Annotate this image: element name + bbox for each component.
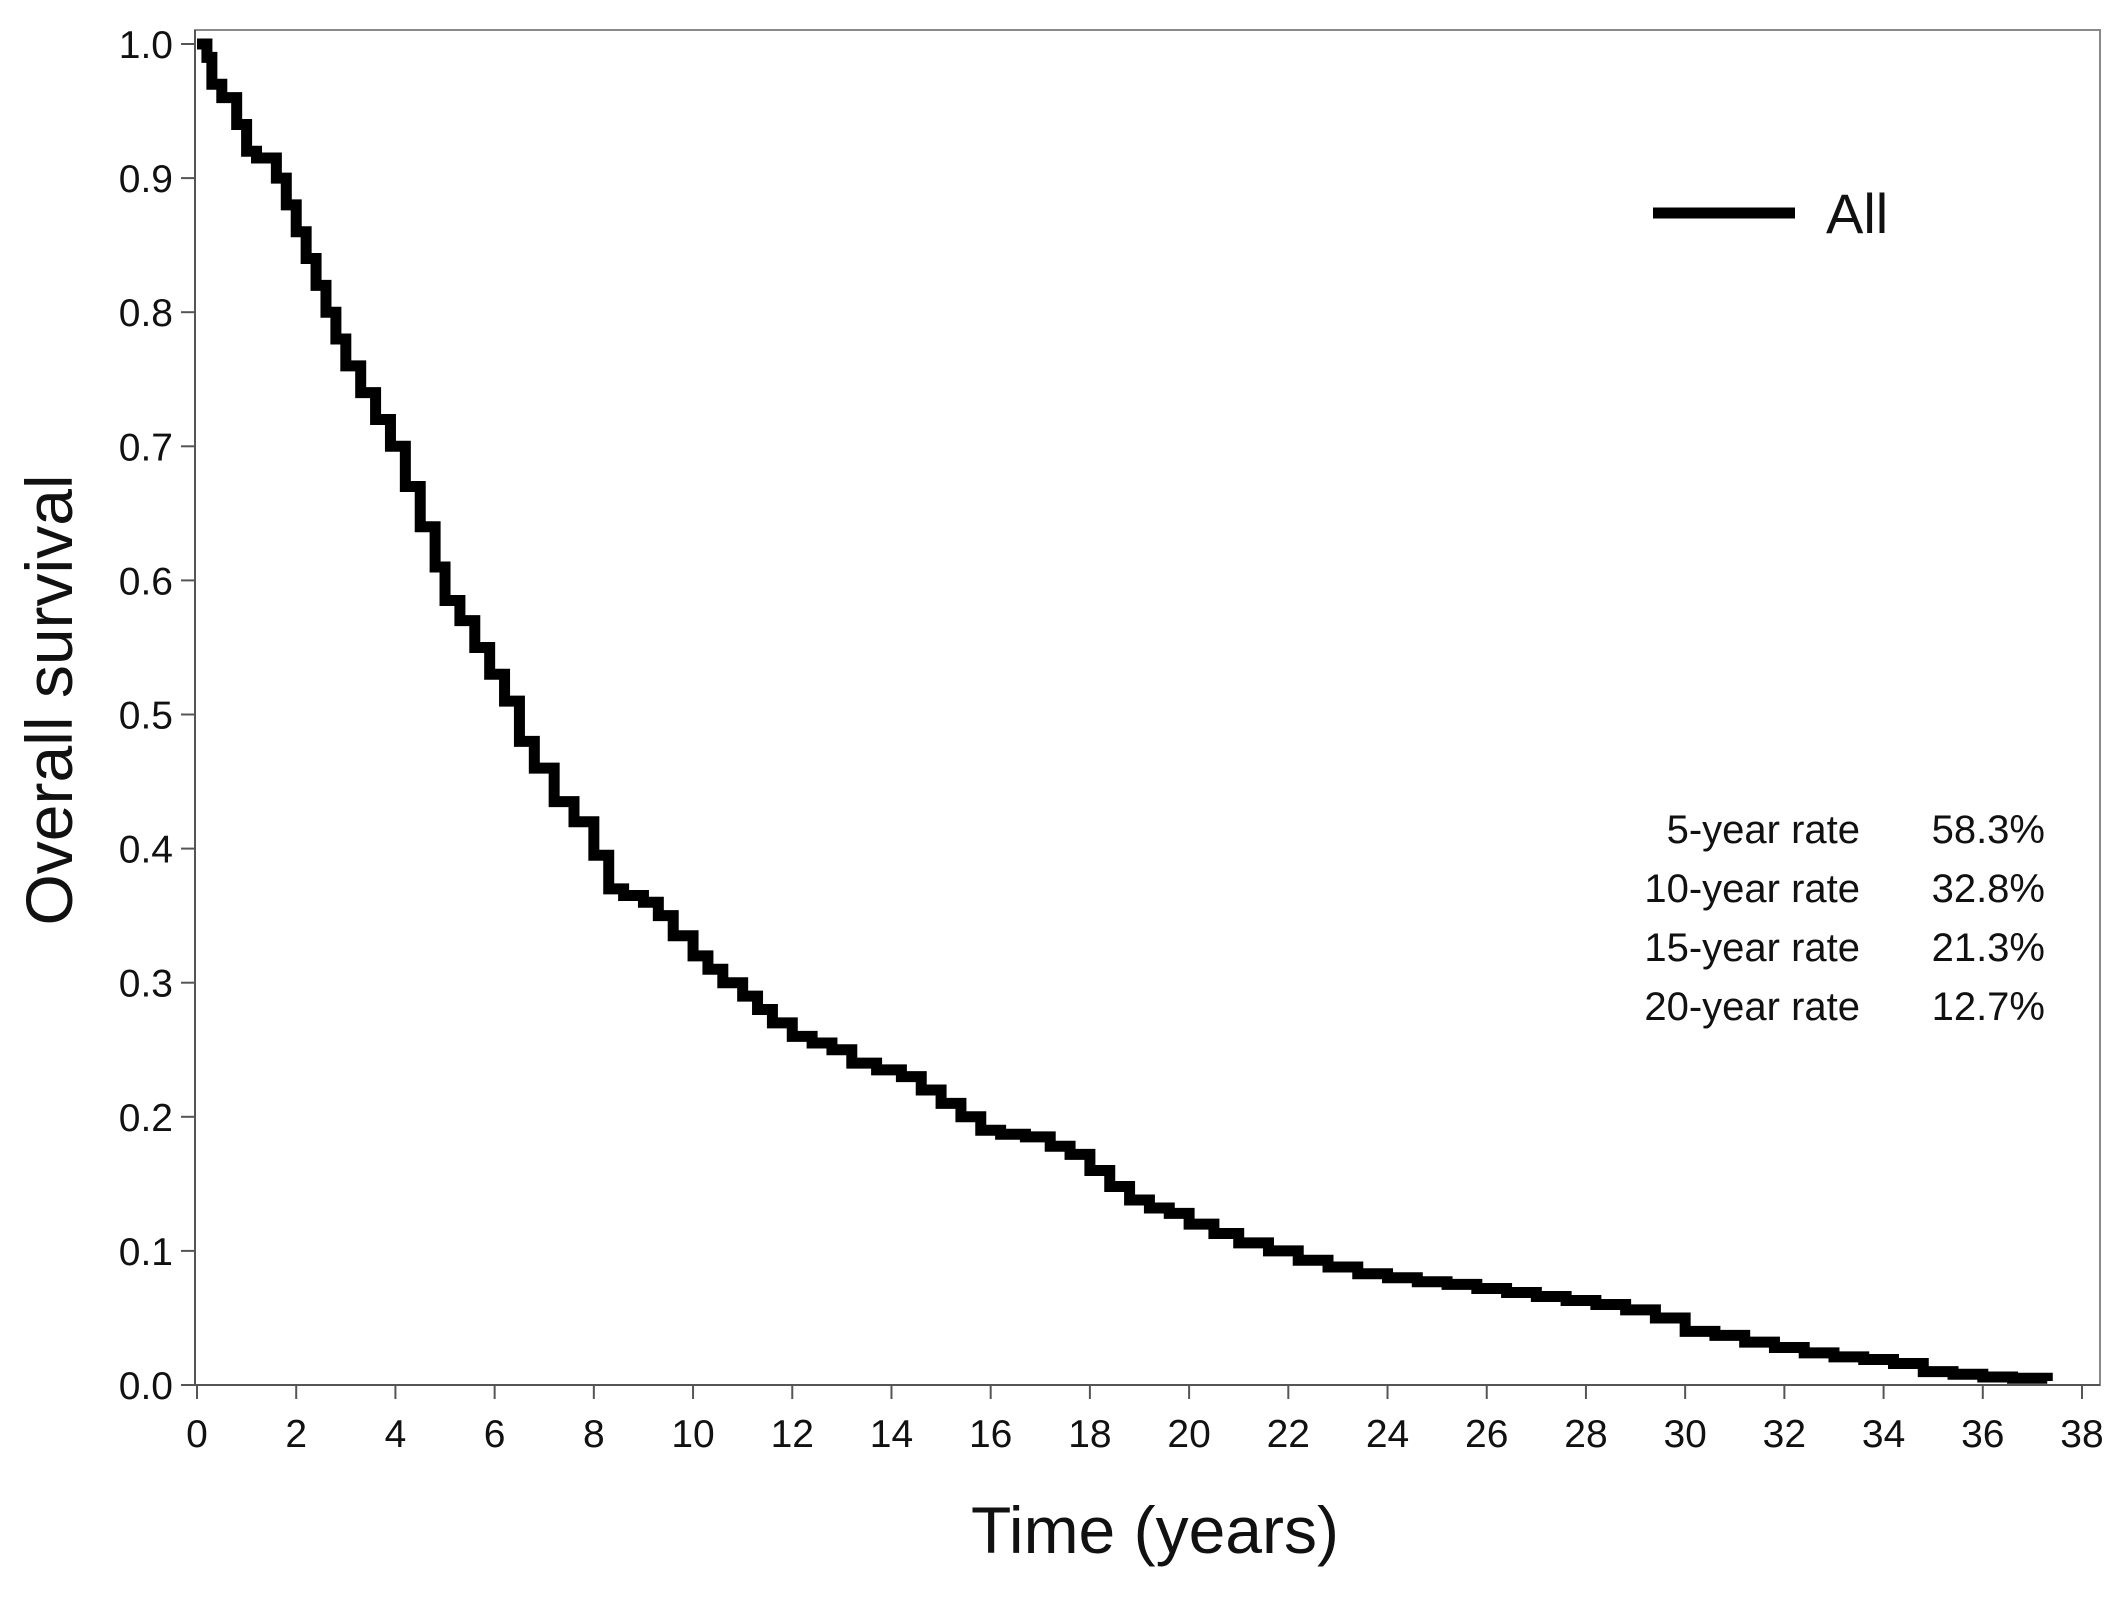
rate-value: 58.3% [1932,808,2045,852]
x-tick-label: 24 [1366,1413,1409,1456]
y-tick-label: 0.5 [119,695,173,738]
rate-value: 21.3% [1932,926,2045,970]
y-tick-label: 1.0 [119,24,173,67]
y-tick-label: 0.1 [119,1231,173,1274]
x-tick-label: 20 [1167,1413,1210,1456]
rate-value: 32.8% [1932,867,2045,911]
x-tick-label: 28 [1564,1413,1607,1456]
x-tick-label: 30 [1663,1413,1706,1456]
x-tick-label: 8 [583,1413,605,1456]
legend-label: All [1826,182,1888,245]
y-axis: 0.0 0.1 0.2 0.3 0.4 0.5 0.6 0.7 0.8 0.9 1.0 [119,24,196,1408]
rate-annotations: 5-year rate 58.3% 10-year rate 32.8% 15-year… [1644,808,2045,1029]
rate-label: 15-year rate [1644,926,1860,970]
series-layer [197,38,2053,1384]
x-tick-label: 4 [385,1413,407,1456]
x-tick-label: 26 [1465,1413,1508,1456]
x-tick-label: 32 [1763,1413,1806,1456]
y-tick-label: 0.3 [119,963,173,1006]
legend: All [1653,182,1888,245]
rate-label: 5-year rate [1667,808,1860,852]
x-axis-title: Time (years) [971,1493,1339,1567]
rate-label: 20-year rate [1644,985,1860,1029]
survival-curve-all [197,38,2053,1384]
y-tick-label: 0.9 [119,158,173,201]
x-tick-label: 0 [186,1413,208,1456]
y-tick-label: 0.8 [119,292,173,335]
x-tick-label: 16 [969,1413,1012,1456]
x-tick-label: 14 [870,1413,913,1456]
y-tick-label: 0.7 [119,426,173,469]
rate-label: 10-year rate [1644,867,1860,911]
y-axis-title: Overall survival [12,474,86,925]
x-tick-label: 2 [285,1413,307,1456]
x-tick-label: 38 [2060,1413,2103,1456]
x-tick-label: 22 [1267,1413,1310,1456]
y-tick-label: 0.0 [119,1365,173,1408]
x-tick-label: 10 [671,1413,714,1456]
x-tick-label: 12 [771,1413,814,1456]
x-tick-label: 6 [484,1413,506,1456]
x-tick-label: 36 [1961,1413,2004,1456]
x-tick-label: 34 [1862,1413,1905,1456]
x-tick-label: 18 [1068,1413,1111,1456]
rate-value: 12.7% [1932,985,2045,1029]
y-tick-label: 0.2 [119,1097,173,1140]
y-tick-label: 0.6 [119,560,173,603]
y-tick-label: 0.4 [119,829,173,872]
x-axis: 0 2 4 6 8 10 12 14 16 18 20 22 24 26 28 30 32 34 36 38 [186,1384,2104,1456]
